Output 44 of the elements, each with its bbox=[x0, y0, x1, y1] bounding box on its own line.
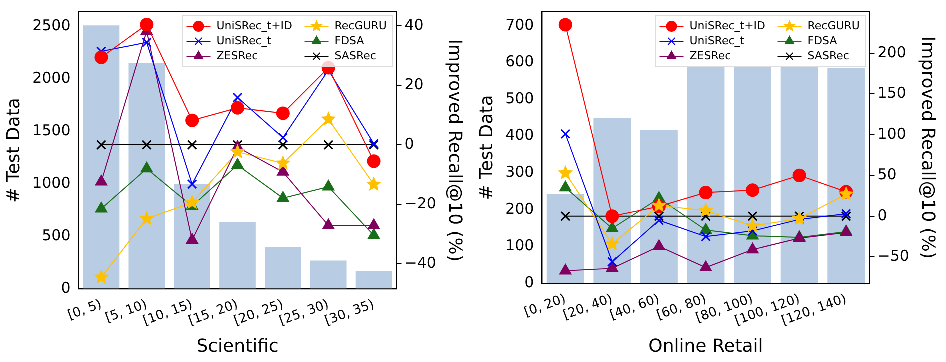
y-tick-label: 500 bbox=[506, 89, 534, 108]
legend-label: SASRec bbox=[808, 49, 850, 62]
y-tick-label: 2000 bbox=[32, 69, 71, 88]
legend-label: RecGURU bbox=[808, 19, 860, 32]
y-tick-label: 200 bbox=[506, 200, 534, 218]
legend-label: UniSRec_t+ID bbox=[216, 19, 293, 32]
y2-tick-label: −50 bbox=[878, 247, 910, 266]
y-tick-label: 2500 bbox=[32, 16, 71, 35]
y2-tick-label: 150 bbox=[878, 84, 906, 102]
y2-tick-label: 20 bbox=[404, 75, 424, 94]
y-tick-label: 700 bbox=[506, 16, 534, 34]
legend-label: FDSA bbox=[334, 34, 365, 48]
y-tick-label: 1500 bbox=[32, 122, 71, 140]
legend-label: ZESRec bbox=[216, 49, 258, 62]
y-axis-title: # Test Data bbox=[476, 95, 498, 200]
y2-tick-label: 0 bbox=[878, 206, 888, 224]
y2-tick-label: 40 bbox=[404, 16, 424, 34]
y-tick-label: 400 bbox=[506, 126, 534, 144]
x-axis-title: Online Retail bbox=[648, 336, 764, 357]
y2-tick-label: 50 bbox=[878, 166, 897, 184]
y2-tick-label: −40 bbox=[404, 254, 436, 272]
y-tick-label: 500 bbox=[42, 226, 71, 245]
legend-label: UniSRec_t bbox=[216, 34, 272, 48]
y-tick-label: 600 bbox=[506, 52, 534, 71]
y-axis-title: # Test Data bbox=[3, 98, 24, 204]
legend-label: UniSRec_t+ID bbox=[690, 19, 766, 32]
legend-label: RecGURU bbox=[334, 19, 387, 32]
y2-tick-label: −20 bbox=[404, 194, 436, 212]
y2-tick-label: 0 bbox=[404, 134, 414, 153]
y2-tick-label: 200 bbox=[878, 43, 906, 62]
y2-axis-title: Improved Recall@10 (%) bbox=[444, 39, 466, 262]
legend-label: UniSRec_t bbox=[690, 34, 746, 48]
y2-tick-label: 100 bbox=[878, 124, 906, 143]
y-tick-label: 100 bbox=[506, 236, 534, 255]
x-tick-label: [0, 5) bbox=[66, 297, 104, 324]
y-tick-label: 0 bbox=[61, 279, 71, 298]
legend-label: ZESRec bbox=[690, 49, 732, 62]
y-tick-label: 300 bbox=[506, 163, 534, 182]
legend-label: FDSA bbox=[808, 34, 838, 48]
y2-axis-title: Improved Recall@10 (%) bbox=[918, 36, 939, 260]
y-tick-label: 1000 bbox=[32, 174, 71, 192]
legend-label: SASRec bbox=[334, 49, 376, 62]
x-axis-title: Scientific bbox=[196, 336, 279, 357]
y-tick-label: 0 bbox=[524, 273, 534, 292]
